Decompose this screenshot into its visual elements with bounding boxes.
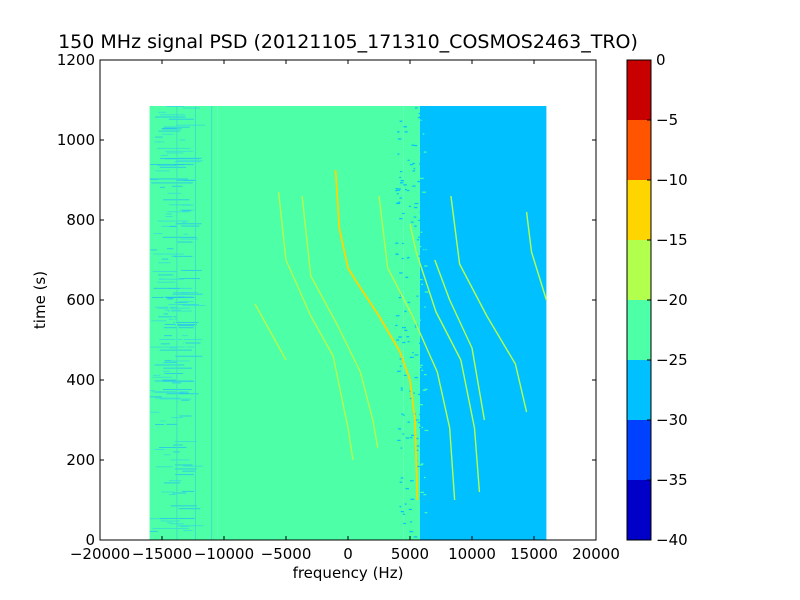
colorbar-tick-label: −35	[656, 471, 688, 489]
heatmap-noise	[149, 106, 429, 540]
heatmap-region-1	[217, 106, 404, 540]
heatmap-region-3	[419, 106, 547, 540]
colorbar-tick-label: −25	[656, 351, 688, 369]
y-tick-label: 1200	[57, 51, 95, 69]
signal-track-2	[301, 195, 379, 449]
colorbar-level-0	[627, 480, 651, 540]
y-tick-label: 1000	[57, 131, 95, 149]
x-tick-label: −20000	[70, 545, 130, 563]
colorbar-tick-label: −15	[656, 231, 688, 249]
colorbar-tick-label: −10	[656, 171, 688, 189]
x-axis: −20000 −15000 −10000 −5000 0 5000 10000 15000 20…	[70, 60, 620, 563]
colorbar-level-3	[627, 300, 651, 360]
signal-track-0	[334, 169, 419, 501]
colorbar-tick-label: −30	[656, 411, 688, 429]
signal-track-9	[161, 291, 188, 349]
colorbar-level-5	[627, 180, 651, 240]
chart-title: 150 MHz signal PSD (20121105_171310_COSM…	[58, 31, 638, 53]
y-tick-label: 0	[85, 531, 95, 549]
signal-track-4	[409, 223, 481, 493]
heatmap-region-0	[149, 106, 218, 540]
colorbar-tick-label: −5	[656, 111, 678, 129]
colorbar-level-2	[627, 360, 651, 420]
x-tick-label: 10000	[448, 545, 496, 563]
signal-track-3	[378, 195, 456, 501]
x-tick-label: −5000	[261, 545, 312, 563]
signal-track-1	[277, 191, 354, 461]
y-axis: 0 200 400 600 800 1000 1200	[57, 51, 596, 549]
y-tick-label: 400	[66, 371, 95, 389]
x-tick-label: −15000	[132, 545, 192, 563]
colorbar-level-7	[627, 60, 651, 120]
colorbar-tick-label: −20	[656, 291, 688, 309]
y-tick-label: 200	[66, 451, 95, 469]
x-axis-label: frequency (Hz)	[293, 564, 404, 582]
signal-track-8	[254, 303, 287, 361]
colorbar-tick-label: −40	[656, 531, 688, 549]
signal-track-7	[525, 211, 548, 301]
colorbar: 0 −5 −10 −15 −20 −25 −30 −35 −40	[626, 51, 688, 549]
x-tick-label: 0	[343, 545, 353, 563]
y-tick-label: 800	[66, 211, 95, 229]
signal-track-5	[434, 259, 486, 421]
signal-track-6	[450, 195, 528, 413]
y-tick-label: 600	[66, 291, 95, 309]
x-tick-label: −10000	[194, 545, 254, 563]
colorbar-tick-label: 0	[656, 51, 666, 69]
heatmap-area	[149, 106, 548, 540]
colorbar-level-6	[627, 120, 651, 180]
colorbar-level-1	[627, 420, 651, 480]
x-tick-label: 15000	[510, 545, 558, 563]
colorbar-level-4	[627, 240, 651, 300]
y-axis-label: time (s)	[31, 271, 49, 329]
x-tick-label: 20000	[572, 545, 620, 563]
x-tick-label: 5000	[391, 545, 429, 563]
